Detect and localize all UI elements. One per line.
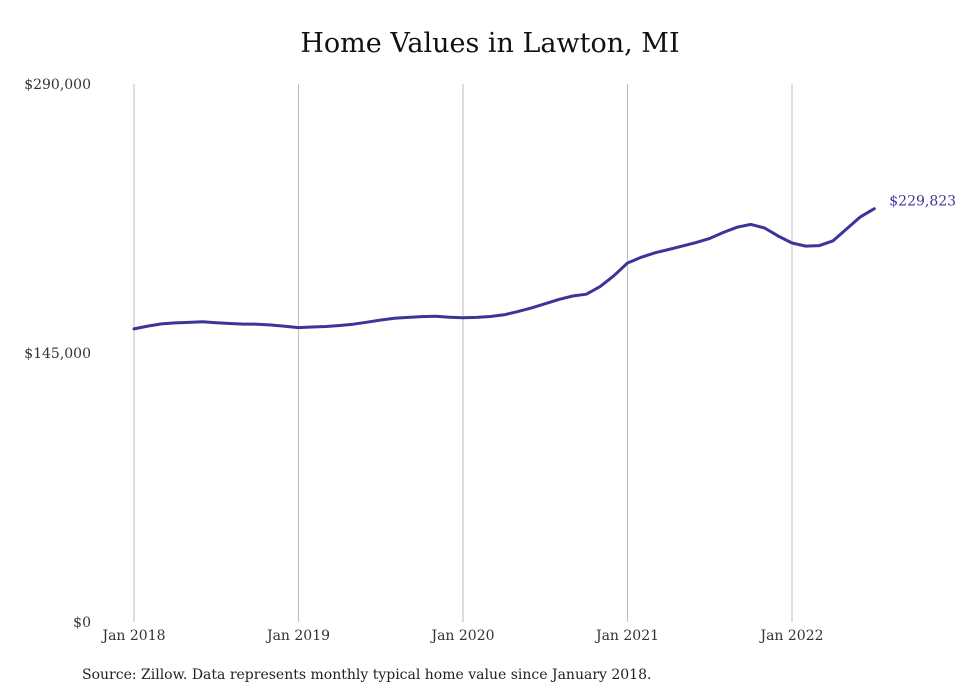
y-tick-label: $0 <box>73 615 91 631</box>
x-axis-ticks: Jan 2018 Jan 2019 Jan 2020 Jan 2021 Jan 2022 <box>100 628 823 644</box>
y-tick-label: $145,000 <box>24 346 91 362</box>
x-tick-label: Jan 2020 <box>429 628 494 644</box>
series-line <box>132 207 876 331</box>
y-tick-label: $290,000 <box>24 77 91 93</box>
y-axis-ticks: $0 $145,000 $290,000 <box>24 77 91 631</box>
end-value-label: $229,823 <box>889 194 956 210</box>
gridlines <box>133 84 793 622</box>
chart-title: Home Values in Lawton, MI <box>300 28 680 59</box>
x-tick-label: Jan 2018 <box>100 628 165 644</box>
x-tick-label: Jan 2021 <box>594 628 659 644</box>
series-layer <box>132 207 876 331</box>
x-tick-label: Jan 2019 <box>265 628 330 644</box>
x-tick-label: Jan 2022 <box>758 628 823 644</box>
end-label-layer: $229,823 <box>889 194 956 210</box>
source-note: Source: Zillow. Data represents monthly … <box>82 667 652 683</box>
